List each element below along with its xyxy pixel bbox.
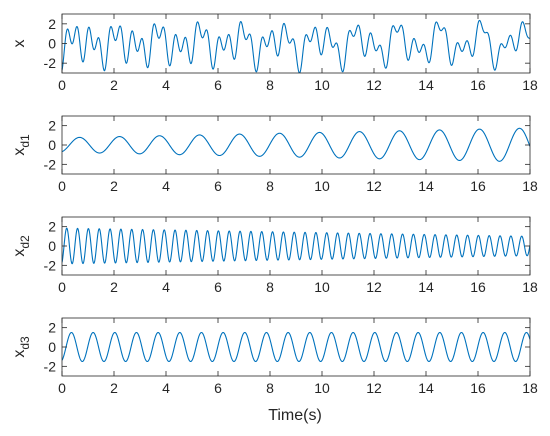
x-tick-label-xd3-6: 6: [214, 380, 222, 396]
axes-box-x: [61, 13, 531, 74]
x-tick-label-xd2-0: 0: [58, 279, 66, 295]
y-tick-label-x--2: -2: [44, 55, 57, 71]
x-tick-label-xd2-18: 18: [522, 279, 538, 295]
x-tick-label-xd1-18: 18: [522, 178, 538, 194]
y-tick-label-x-2: 2: [48, 16, 56, 32]
x-tick-label-xd3-16: 16: [470, 380, 486, 396]
x-tick-label-x-0: 0: [58, 77, 66, 93]
x-tick-label-xd2-8: 8: [266, 279, 274, 295]
x-tick-label-xd1-14: 14: [418, 178, 434, 194]
series-line-xd1: [62, 127, 530, 162]
y-tick-label-x-0: 0: [48, 36, 56, 52]
x-tick-label-xd3-4: 4: [162, 380, 170, 396]
x-tick-label-xd2-16: 16: [470, 279, 486, 295]
y-axis-label-x: x: [11, 40, 28, 48]
y-tick-label-xd1-0: 0: [48, 137, 56, 153]
x-tick-label-xd1-16: 16: [470, 178, 486, 194]
x-tick-label-xd2-14: 14: [418, 279, 434, 295]
x-tick-label-xd2-12: 12: [366, 279, 382, 295]
y-axis-label-xd3: xd3: [11, 336, 32, 358]
x-tick-label-xd1-0: 0: [58, 178, 66, 194]
x-tick-label-x-14: 14: [418, 77, 434, 93]
x-tick-label-xd1-8: 8: [266, 178, 274, 194]
x-tick-label-x-12: 12: [366, 77, 382, 93]
y-tick-label-xd1-2: 2: [48, 118, 56, 134]
x-tick-label-x-4: 4: [162, 77, 170, 93]
x-tick-label-x-8: 8: [266, 77, 274, 93]
y-axis-label-xd1: xd1: [11, 134, 32, 156]
y-tick-label-xd3-0: 0: [48, 339, 56, 355]
x-tick-label-xd3-14: 14: [418, 380, 434, 396]
x-tick-label-xd3-12: 12: [366, 380, 382, 396]
x-tick-label-xd1-10: 10: [314, 178, 330, 194]
x-tick-label-xd3-18: 18: [522, 380, 538, 396]
y-tick-label-xd3--2: -2: [44, 358, 57, 374]
x-tick-label-x-10: 10: [314, 77, 330, 93]
x-tick-label-xd3-2: 2: [110, 380, 118, 396]
x-tick-label-x-6: 6: [214, 77, 222, 93]
axes-box-xd1: [61, 115, 531, 175]
y-axis-label-xd2: xd2: [11, 235, 32, 257]
x-tick-label-xd2-6: 6: [214, 279, 222, 295]
x-tick-label-xd3-10: 10: [314, 380, 330, 396]
y-tick-label-xd2-0: 0: [48, 238, 56, 254]
y-tick-label-xd2-2: 2: [48, 219, 56, 235]
x-tick-label-xd1-4: 4: [162, 178, 170, 194]
y-tick-label-xd2--2: -2: [44, 257, 57, 273]
x-tick-label-x-18: 18: [522, 77, 538, 93]
x-tick-label-xd2-2: 2: [110, 279, 118, 295]
y-tick-label-xd3-2: 2: [48, 320, 56, 336]
x-tick-label-x-16: 16: [470, 77, 486, 93]
x-tick-label-xd1-12: 12: [366, 178, 382, 194]
x-tick-label-x-2: 2: [110, 77, 118, 93]
series-line-xd2: [62, 227, 530, 265]
axes-box-xd3: [61, 317, 531, 377]
x-tick-label-xd3-0: 0: [58, 380, 66, 396]
x-tick-label-xd1-6: 6: [214, 178, 222, 194]
series-line-x: [62, 19, 530, 73]
series-line-xd3: [62, 331, 530, 363]
x-axis-label: Time(s): [268, 407, 322, 424]
x-tick-label-xd2-4: 4: [162, 279, 170, 295]
x-tick-label-xd1-2: 2: [110, 178, 118, 194]
x-tick-label-xd3-8: 8: [266, 380, 274, 396]
y-tick-label-xd1--2: -2: [44, 156, 57, 172]
x-tick-label-xd2-10: 10: [314, 279, 330, 295]
